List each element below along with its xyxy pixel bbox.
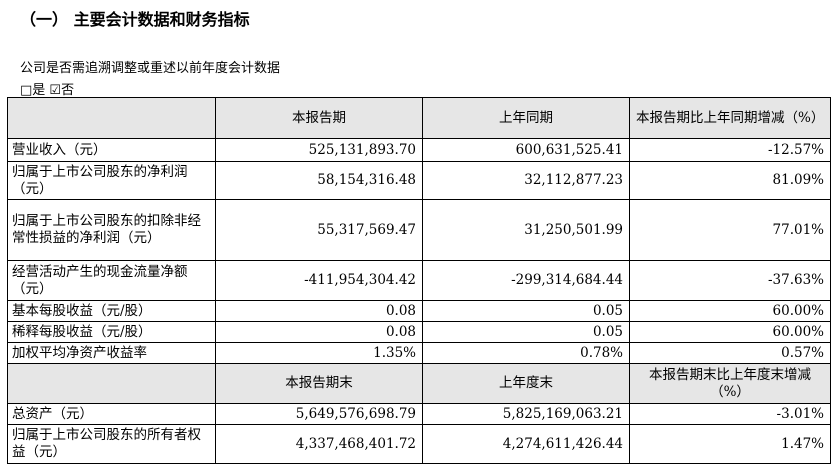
current-value: 525,131,893.70 — [215, 138, 423, 162]
financial-data-table: 本报告期 上年同期 本报告期比上年同期增减（%） 营业收入（元） 525,131… — [7, 97, 831, 464]
change-value: -37.63% — [629, 260, 831, 301]
table-row: 加权平均净资产收益率 1.35% 0.78% 0.57% — [7, 342, 831, 364]
header-period-change: 本报告期比上年同期增减（%） — [629, 97, 831, 139]
table-row: 基本每股收益（元/股） 0.08 0.05 60.00% — [7, 300, 831, 322]
current-value: 55,317,569.47 — [215, 199, 423, 261]
row-label: 归属于上市公司股东的所有者权益（元） — [7, 424, 216, 464]
header-period-end-change: 本报告期末比上年度末增减（%） — [629, 363, 831, 404]
current-value: -411,954,304.42 — [215, 260, 423, 301]
header-blank-cell — [7, 97, 216, 139]
restatement-answer: □是 ☑否 — [20, 83, 75, 98]
prior-value: 31,250,501.99 — [422, 199, 630, 261]
change-value: 81.09% — [629, 161, 831, 200]
row-label: 归属于上市公司股东的扣除非经常性损益的净利润（元） — [7, 199, 216, 261]
prior-value: 0.78% — [422, 342, 630, 364]
current-value: 4,337,468,401.72 — [215, 424, 423, 464]
table-row: 归属于上市公司股东的所有者权益（元） 4,337,468,401.72 4,27… — [7, 424, 831, 464]
row-label: 营业收入（元） — [7, 138, 216, 162]
change-value: -3.01% — [629, 403, 831, 425]
change-value: 77.01% — [629, 199, 831, 261]
row-label: 基本每股收益（元/股） — [7, 300, 216, 322]
change-value: 0.57% — [629, 342, 831, 364]
table-header-period-end: 本报告期末 上年度末 本报告期末比上年度末增减（%） — [7, 363, 831, 404]
table-row: 总资产（元） 5,649,576,698.79 5,825,169,063.21… — [7, 403, 831, 425]
header-prior-year-end: 上年度末 — [422, 363, 630, 404]
change-value: 60.00% — [629, 300, 831, 322]
prior-value: 4,274,611,426.44 — [422, 424, 630, 464]
table-header-period: 本报告期 上年同期 本报告期比上年同期增减（%） — [7, 97, 831, 139]
prior-value: 0.05 — [422, 321, 630, 343]
change-value: 1.47% — [629, 424, 831, 464]
table-row: 经营活动产生的现金流量净额（元） -411,954,304.42 -299,31… — [7, 260, 831, 301]
prior-value: 600,631,525.41 — [422, 138, 630, 162]
prior-value: 0.05 — [422, 300, 630, 322]
header-current-period: 本报告期 — [215, 97, 423, 139]
change-value: -12.57% — [629, 138, 831, 162]
row-label: 稀释每股收益（元/股） — [7, 321, 216, 343]
current-value: 0.08 — [215, 300, 423, 322]
row-label: 加权平均净资产收益率 — [7, 342, 216, 364]
row-label: 经营活动产生的现金流量净额（元） — [7, 260, 216, 301]
header-current-period-end: 本报告期末 — [215, 363, 423, 404]
restatement-question: 公司是否需追溯调整或重述以前年度会计数据 — [20, 61, 281, 76]
current-value: 1.35% — [215, 342, 423, 364]
header-blank-cell — [7, 363, 216, 404]
current-value: 0.08 — [215, 321, 423, 343]
table-row: 归属于上市公司股东的净利润（元） 58,154,316.48 32,112,87… — [7, 161, 831, 200]
prior-value: 5,825,169,063.21 — [422, 403, 630, 425]
current-value: 58,154,316.48 — [215, 161, 423, 200]
prior-value: -299,314,684.44 — [422, 260, 630, 301]
current-value: 5,649,576,698.79 — [215, 403, 423, 425]
prior-value: 32,112,877.23 — [422, 161, 630, 200]
table-row: 稀释每股收益（元/股） 0.08 0.05 60.00% — [7, 321, 831, 343]
header-prior-period: 上年同期 — [422, 97, 630, 139]
table-row: 归属于上市公司股东的扣除非经常性损益的净利润（元） 55,317,569.47 … — [7, 199, 831, 261]
section-title: （一） 主要会计数据和财务指标 — [20, 10, 250, 29]
row-label: 总资产（元） — [7, 403, 216, 425]
change-value: 60.00% — [629, 321, 831, 343]
table-row: 营业收入（元） 525,131,893.70 600,631,525.41 -1… — [7, 138, 831, 162]
row-label: 归属于上市公司股东的净利润（元） — [7, 161, 216, 200]
